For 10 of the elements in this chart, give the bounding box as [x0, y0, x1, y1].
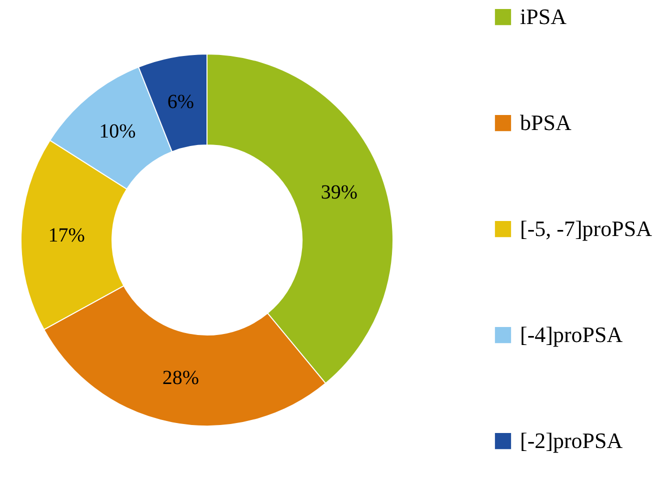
- data-label: 28%: [162, 367, 200, 390]
- data-label: 39%: [320, 181, 358, 204]
- legend-label: [-2]proPSA: [520, 428, 623, 453]
- legend-label: iPSA: [520, 4, 567, 29]
- legend-label: bPSA: [520, 110, 572, 135]
- data-label: 17%: [48, 224, 85, 247]
- data-label: 6%: [167, 90, 194, 113]
- data-label: 10%: [99, 120, 136, 143]
- legend-label: [-5, -7]proPSA: [520, 216, 652, 241]
- legend-label: [-4]proPSA: [520, 322, 623, 347]
